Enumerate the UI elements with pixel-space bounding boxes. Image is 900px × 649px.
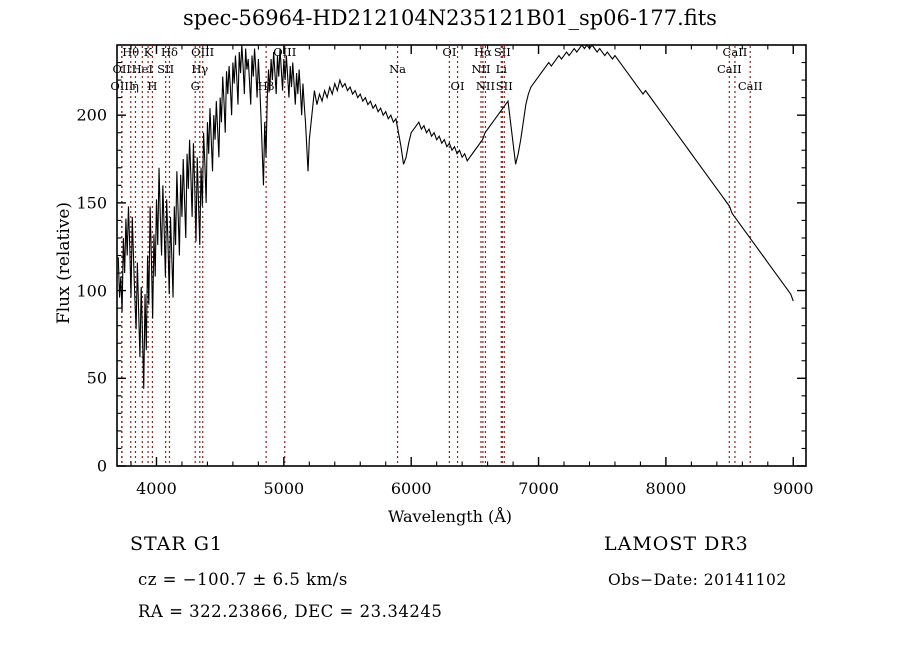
- x-tick-label: 5000: [263, 479, 305, 498]
- spectral-line-label: HeI: [131, 62, 154, 76]
- x-tick-label: 8000: [645, 479, 687, 498]
- spectral-line-label: Hβ: [257, 79, 275, 93]
- spectral-line-label: K: [143, 45, 153, 59]
- y-tick-label: 50: [86, 368, 107, 388]
- spectral-line-label: SII: [495, 79, 513, 93]
- axis-frame: [116, 44, 807, 467]
- y-tick-label: 0: [96, 456, 107, 476]
- spectral-line-label: η: [132, 79, 139, 93]
- spectrum-trace: [117, 44, 794, 389]
- x-tick-label: 6000: [390, 479, 432, 498]
- spectral-line-label: NII: [475, 79, 496, 93]
- coordinates-label: RA = 322.23866, DEC = 23.34245: [138, 602, 443, 621]
- x-tick-label: 4000: [136, 479, 177, 498]
- y-tick-label: 150: [76, 193, 107, 213]
- y-tick-label: 200: [76, 105, 107, 125]
- object-class-label: STAR G1: [130, 533, 223, 555]
- spectral-line-label: SII: [157, 62, 175, 76]
- spectral-line-label: OI: [450, 79, 465, 93]
- spectral-line-label: SII: [493, 45, 511, 59]
- spectral-line-label: Hδ: [160, 45, 178, 59]
- spectral-line-label: H: [147, 79, 158, 93]
- survey-label: LAMOST DR3: [604, 533, 749, 555]
- spectral-line-label: OIII: [273, 45, 297, 59]
- spectral-line-label: OIII: [191, 45, 215, 59]
- spectral-line-label: CaII: [722, 45, 748, 59]
- spectral-line-label: G: [190, 79, 200, 93]
- redshift-velocity-label: cz = −100.7 ± 6.5 km/s: [138, 570, 348, 589]
- spectral-line-label: NII: [471, 62, 491, 76]
- spectral-line-label: Li: [495, 62, 507, 76]
- spectral-line-label: Hα: [473, 45, 492, 59]
- x-axis-title: Wavelength (Å): [387, 507, 513, 526]
- spectral-line-label: OIII: [110, 79, 134, 93]
- spectral-line-label: CaII: [737, 79, 763, 93]
- spectral-line-label: Na: [389, 62, 407, 76]
- spectral-line-label: Hγ: [191, 62, 209, 76]
- spectral-line-label: Hθ: [122, 45, 140, 59]
- figure-title: spec-56964-HD212104N235121B01_sp06-177.f…: [183, 6, 717, 30]
- x-tick-label: 9000: [772, 479, 814, 498]
- y-tick-label: 100: [76, 281, 107, 301]
- obs-date-label: Obs−Date: 20141102: [608, 571, 787, 589]
- spectral-line-label: OII: [112, 62, 131, 76]
- y-axis-title: Flux (relative): [54, 201, 74, 325]
- spectral-line-label: CaII: [716, 62, 742, 76]
- x-tick-label: 7000: [518, 479, 559, 498]
- spectral-line-label: OI: [442, 45, 457, 59]
